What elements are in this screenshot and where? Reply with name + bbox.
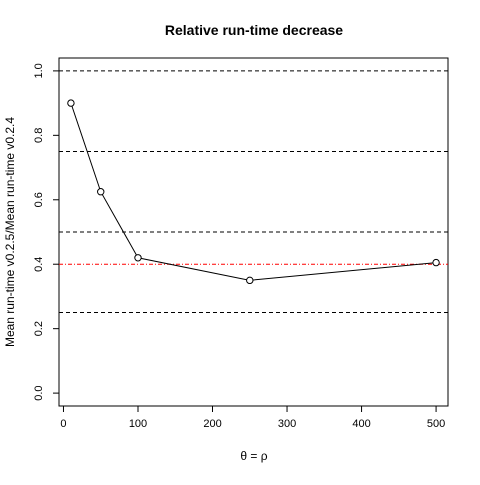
y-tick-label: 0.6 [33,192,45,207]
data-point [97,188,105,196]
y-tick-label: 0.4 [33,257,45,272]
y-tick-label: 1.0 [33,63,45,78]
x-tick-label: 300 [278,418,296,430]
y-axis-title: Mean run-time v0.2.5/Mean run-time v0.2.… [3,117,17,347]
y-tick-label: 0.2 [33,321,45,336]
x-tick-label: 500 [427,418,445,430]
data-point [246,276,254,285]
x-axis-title: θ = ρ [240,449,267,463]
series-line [70,102,437,281]
series-group [67,99,440,285]
y-axis: 0.0 0.2 0.4 0.6 0.8 1.0 [33,63,59,401]
data-point [432,258,440,267]
data-point [67,99,75,107]
reference-lines [59,70,448,314]
y-tick-label: 0.0 [33,385,45,400]
data-point [134,254,142,262]
x-tick-label: 100 [129,418,147,430]
chart-title: Relative run-time decrease [165,22,343,38]
x-tick-label: 0 [60,418,66,430]
x-tick-label: 400 [352,418,370,430]
x-axis: 0 100 200 300 400 500 [60,406,445,430]
y-tick-label: 0.8 [33,128,45,143]
x-tick-label: 200 [203,418,221,430]
